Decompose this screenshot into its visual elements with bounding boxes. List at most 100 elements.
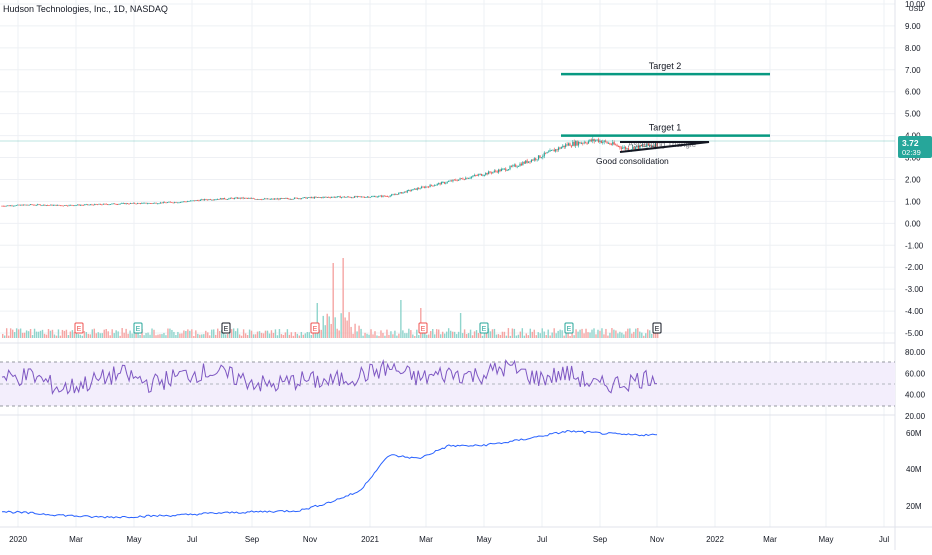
candle-body (201, 199, 203, 201)
volume-bar (386, 329, 388, 338)
candle-body (278, 198, 280, 200)
candle-body (296, 197, 298, 199)
candle-body (426, 186, 428, 188)
candle-body (351, 197, 353, 199)
price-tick-label: 7.00 (905, 66, 921, 75)
candle-body (633, 146, 635, 150)
volume-bar (424, 332, 426, 338)
candle-body (174, 202, 176, 203)
volume-bar (649, 330, 651, 338)
candle-body (532, 159, 534, 161)
candle-body (144, 202, 146, 204)
candle-body (268, 198, 270, 200)
candle-body (576, 141, 578, 146)
candle-body (443, 182, 445, 184)
volume-bar (119, 335, 121, 338)
candle-body (321, 197, 323, 199)
candle-body (530, 159, 533, 163)
earnings-marker (133, 322, 143, 334)
time-tick-label: Jul (187, 535, 197, 544)
volume-bar (611, 328, 613, 338)
candle-body (306, 197, 308, 199)
candle-body (116, 204, 119, 206)
volume-bar (545, 335, 547, 338)
volume-bar (569, 335, 571, 338)
candle-body (376, 196, 378, 198)
candle-body (35, 205, 37, 206)
volume-bar (175, 334, 177, 338)
volume-bar (360, 328, 362, 338)
candle-body (365, 197, 367, 198)
time-tick-label: May (476, 535, 491, 544)
volume-bar (31, 335, 34, 338)
candle-body (94, 204, 96, 206)
candle-body (84, 204, 86, 206)
candle-body (543, 152, 545, 157)
ascending-triangle-shape[interactable] (619, 141, 710, 153)
candle-body (169, 201, 171, 203)
volume-bar (384, 335, 386, 338)
candle-body (416, 188, 418, 190)
candle-body (613, 142, 615, 145)
candle-body (303, 197, 306, 199)
candle-body (603, 140, 605, 142)
volume-bar (173, 331, 175, 338)
volume-bar (79, 334, 82, 338)
volume-bar (288, 334, 291, 338)
volume-bar (511, 328, 514, 338)
volume-bar (302, 334, 305, 338)
candle-body (442, 182, 444, 183)
rsi-tick-label: 20.00 (905, 412, 926, 421)
volume-bar (55, 335, 58, 338)
candle-body (463, 179, 465, 181)
price-tick-label: 5.00 (905, 110, 921, 119)
candle-body (215, 199, 217, 201)
candle-body (388, 196, 390, 198)
volume-bar (324, 325, 326, 338)
earnings-marker (418, 322, 428, 334)
candle-body (226, 199, 229, 200)
volume-bar (35, 331, 38, 338)
volume-bar (232, 328, 235, 338)
volume-bar (320, 329, 322, 338)
candle-body (69, 204, 72, 206)
volume-bar (73, 332, 76, 338)
volume-bar (443, 333, 446, 338)
volume-bar (181, 333, 183, 338)
candle-body (145, 202, 147, 204)
candle-body (285, 198, 287, 199)
candle-body (642, 145, 644, 147)
volume-bar (149, 334, 151, 338)
candle-body (4, 206, 6, 207)
candle-body (453, 179, 455, 181)
candle-body (89, 204, 92, 206)
candle-body (459, 178, 461, 180)
candle-body (279, 198, 281, 200)
volume-bar (366, 333, 368, 338)
volume-bar (603, 334, 605, 338)
candle-body (236, 197, 239, 199)
candle-body (486, 172, 488, 175)
volume-bar (3, 335, 6, 338)
volume-bar (527, 335, 529, 338)
time-tick-label: Sep (593, 535, 608, 544)
candle-body (45, 205, 47, 206)
volume-bar (441, 331, 444, 338)
volume-bar (67, 335, 70, 338)
volume-bar (633, 331, 635, 338)
candle-body (225, 199, 227, 200)
candle-body (353, 196, 356, 198)
volume-bar (13, 332, 16, 338)
volume-bar (236, 328, 239, 338)
candle-body (72, 205, 74, 207)
candle-body (458, 179, 460, 181)
volume-bar (621, 332, 623, 338)
candle-body (292, 198, 294, 200)
candle-body (341, 197, 343, 198)
candle-body (592, 139, 594, 142)
volume-bar (266, 330, 269, 338)
candle-body (625, 146, 627, 150)
volume-bar (284, 332, 287, 338)
volume-bar (310, 335, 312, 338)
